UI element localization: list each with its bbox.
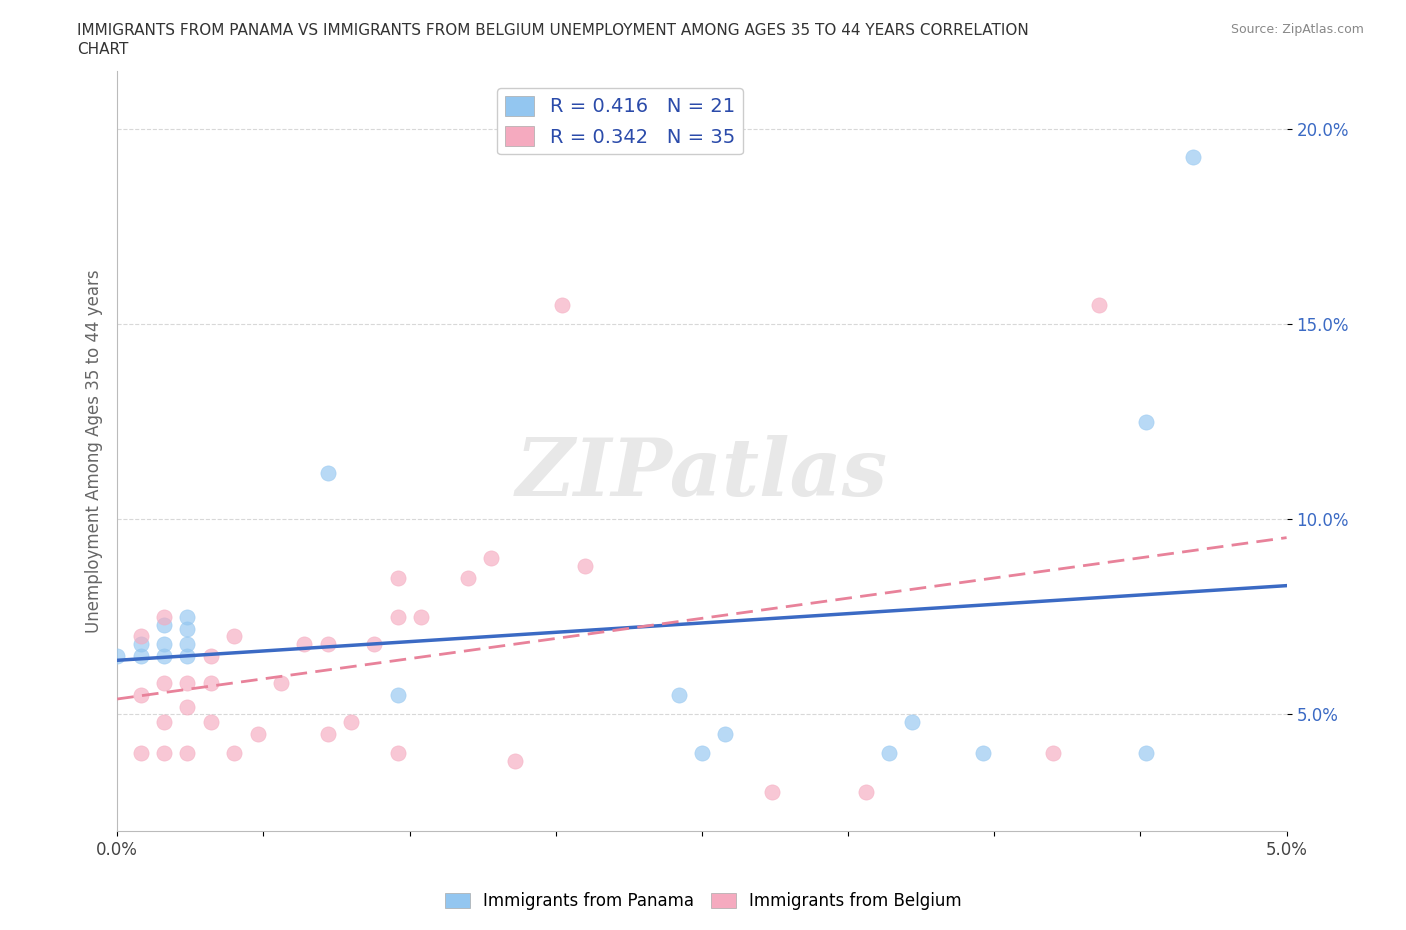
Point (316, 465, 339, 480)
Point (200, 715, 222, 730)
Point (1042, 746, 1064, 761)
Point (387, 609, 409, 624)
Y-axis label: Unemployment Among Ages 35 to 44 years: Unemployment Among Ages 35 to 44 years (86, 270, 103, 633)
Point (176, 746, 198, 761)
Point (153, 746, 176, 761)
Point (153, 637, 176, 652)
Point (176, 621, 198, 636)
Point (761, 785, 783, 800)
Point (387, 687, 409, 702)
Point (901, 715, 924, 730)
Point (340, 715, 363, 730)
Point (292, 637, 315, 652)
Point (316, 726, 339, 741)
Point (224, 629, 246, 644)
Point (714, 726, 737, 741)
Point (855, 785, 877, 800)
Point (481, 551, 503, 565)
Point (246, 726, 269, 741)
Point (877, 746, 900, 761)
Point (176, 699, 198, 714)
Point (176, 609, 198, 624)
Point (105, 648, 128, 663)
Point (176, 637, 198, 652)
Point (690, 746, 713, 761)
Point (129, 687, 152, 702)
Point (1135, 415, 1157, 430)
Point (153, 609, 176, 624)
Point (153, 676, 176, 691)
Point (153, 715, 176, 730)
Point (200, 648, 222, 663)
Legend: Immigrants from Panama, Immigrants from Belgium: Immigrants from Panama, Immigrants from … (437, 885, 969, 917)
Point (153, 648, 176, 663)
Point (176, 676, 198, 691)
Text: Source: ZipAtlas.com: Source: ZipAtlas.com (1230, 23, 1364, 36)
Point (129, 746, 152, 761)
Point (457, 570, 479, 585)
Point (153, 618, 176, 632)
Point (574, 559, 596, 574)
Point (668, 687, 690, 702)
Point (129, 629, 152, 644)
Legend: R = 0.416   N = 21, R = 0.342   N = 35: R = 0.416 N = 21, R = 0.342 N = 35 (498, 88, 742, 154)
Text: ZIPatlas: ZIPatlas (516, 435, 889, 512)
Point (363, 637, 385, 652)
Point (1135, 746, 1157, 761)
Point (270, 676, 292, 691)
Point (1182, 149, 1205, 164)
Text: CHART: CHART (77, 42, 129, 57)
Point (316, 637, 339, 652)
Point (387, 746, 409, 761)
Point (503, 754, 526, 769)
Point (411, 609, 433, 624)
Point (200, 676, 222, 691)
Point (550, 298, 572, 312)
Point (176, 648, 198, 663)
Text: IMMIGRANTS FROM PANAMA VS IMMIGRANTS FROM BELGIUM UNEMPLOYMENT AMONG AGES 35 TO : IMMIGRANTS FROM PANAMA VS IMMIGRANTS FRO… (77, 23, 1029, 38)
Point (387, 570, 409, 585)
Point (1088, 298, 1111, 312)
Point (129, 648, 152, 663)
Point (129, 637, 152, 652)
Point (224, 746, 246, 761)
Point (972, 746, 994, 761)
